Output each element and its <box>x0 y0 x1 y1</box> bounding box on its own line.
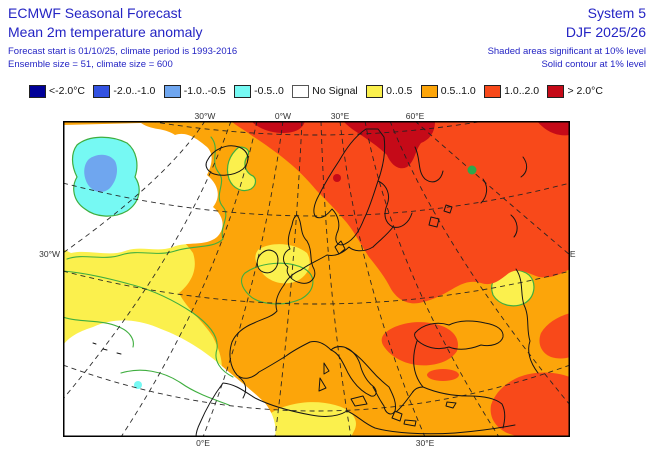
legend-item: 0..0.5 <box>366 84 413 98</box>
tick-bottom-30e: 30°E <box>415 438 435 448</box>
legend-item: -2.0..-1.0 <box>93 84 156 98</box>
legend-label: > 2.0°C <box>567 85 603 97</box>
legend-label: 0.5..1.0 <box>440 85 476 97</box>
tick-left-30w: 30°W <box>39 249 60 259</box>
legend-item: No Signal <box>292 84 358 98</box>
legend-swatch <box>29 84 46 98</box>
legend-swatch <box>292 84 310 98</box>
blue-core <box>84 154 117 192</box>
contour-note: Solid contour at 1% level <box>541 59 646 70</box>
tick-top-60e: 60°E <box>405 111 425 121</box>
legend-swatch <box>484 84 502 98</box>
header-left: ECMWF Seasonal Forecast Mean 2m temperat… <box>8 4 237 71</box>
forecast-map <box>63 121 570 437</box>
page-subtitle: Mean 2m temperature anomaly <box>8 24 203 40</box>
graticule <box>63 121 570 437</box>
legend-label: <-2.0°C <box>49 85 86 97</box>
legend-item: -0.5..0 <box>234 84 284 98</box>
legend-label: -1.0..-0.5 <box>183 85 226 97</box>
legend-item: > 2.0°C <box>547 84 603 98</box>
green-dot-marker <box>467 165 477 175</box>
header-right: System 5 DJF 2025/26 Shaded areas signif… <box>488 4 646 71</box>
forecast-info: Forecast start is 01/10/25, climate peri… <box>8 46 238 57</box>
tick-top-30w: 30°W <box>194 111 216 121</box>
regions-cold-patch <box>71 136 142 389</box>
legend-swatch <box>420 84 438 98</box>
map-frame <box>63 121 570 437</box>
legend-label: No Signal <box>312 85 358 97</box>
color-legend: <-2.0°C -2.0..-1.0 -1.0..-0.5 -0.5..0 No… <box>29 83 603 99</box>
significance-note: Shaded areas significant at 10% level <box>487 46 646 57</box>
legend-swatch <box>366 84 384 98</box>
ensemble-info: Ensemble size = 51, climate size = 600 <box>8 59 173 70</box>
legend-label: -2.0..-1.0 <box>113 85 156 97</box>
legend-swatch <box>163 84 181 98</box>
legend-swatch <box>547 84 565 98</box>
legend-item: <-2.0°C <box>29 84 86 98</box>
legend-label: 1.0..2.0 <box>504 85 540 97</box>
legend-label: -0.5..0 <box>254 85 284 97</box>
cyan-dot <box>134 381 142 389</box>
legend-item: 1.0..2.0 <box>484 84 540 98</box>
legend-swatch <box>234 84 252 98</box>
season-label: DJF 2025/26 <box>565 24 646 40</box>
anomaly-map-svg <box>63 121 570 437</box>
legend-swatch <box>93 84 111 98</box>
system-label: System 5 <box>587 5 646 21</box>
legend-label: 0..0.5 <box>386 85 413 97</box>
page-title: ECMWF Seasonal Forecast <box>8 5 182 21</box>
regions-dark-red <box>251 121 570 182</box>
coastlines <box>92 128 539 437</box>
significance-contours <box>63 136 314 406</box>
tick-top-0w: 0°W <box>274 111 292 121</box>
tick-bottom-0e: 0°E <box>196 438 210 448</box>
legend-item: 0.5..1.0 <box>420 84 476 98</box>
legend-item: -1.0..-0.5 <box>163 84 226 98</box>
tick-top-30e: 30°E <box>330 111 350 121</box>
